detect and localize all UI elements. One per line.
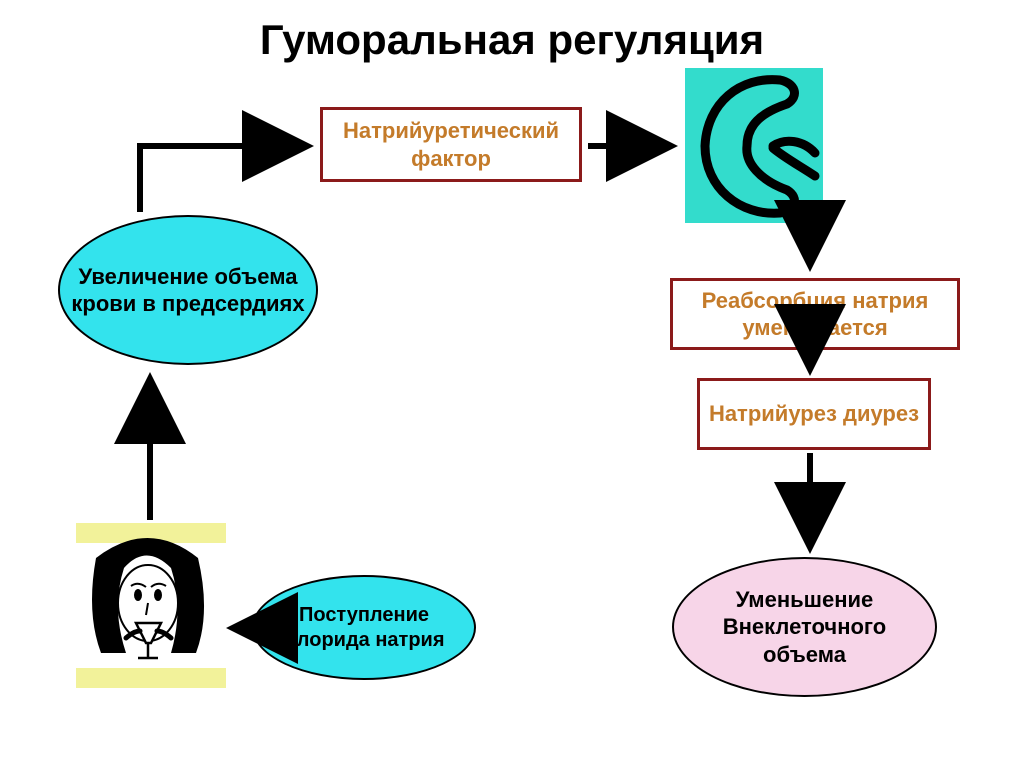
node-diuresis: Натрийурез диурез: [697, 378, 931, 450]
node-reabsorption: Реабсорбция натрия уменьшается: [670, 278, 960, 350]
node-nacl-intake: Поступление Хлорида натрия: [252, 575, 476, 680]
node-reabs-label: Реабсорбция натрия уменьшается: [677, 287, 953, 342]
node-atrial-volume: Увеличение объема крови в предсердиях: [58, 215, 318, 365]
node-nacl-label: Поступление Хлорида натрия: [262, 603, 466, 653]
page-title: Гуморальная регуляция: [0, 16, 1024, 64]
person-drinking-icon: [76, 523, 226, 688]
node-result: Уменьшение Внеклеточного объема: [672, 557, 937, 697]
node-diuresis-label: Натрийурез диурез: [709, 400, 919, 428]
node-atrial-label: Увеличение объема крови в предсердиях: [70, 263, 306, 318]
kidney-icon: [685, 68, 823, 223]
node-result-label: Уменьшение Внеклеточного объема: [684, 586, 925, 669]
node-factor: Натрийуретический фактор: [320, 107, 582, 182]
node-factor-label: Натрийуретический фактор: [327, 117, 575, 172]
